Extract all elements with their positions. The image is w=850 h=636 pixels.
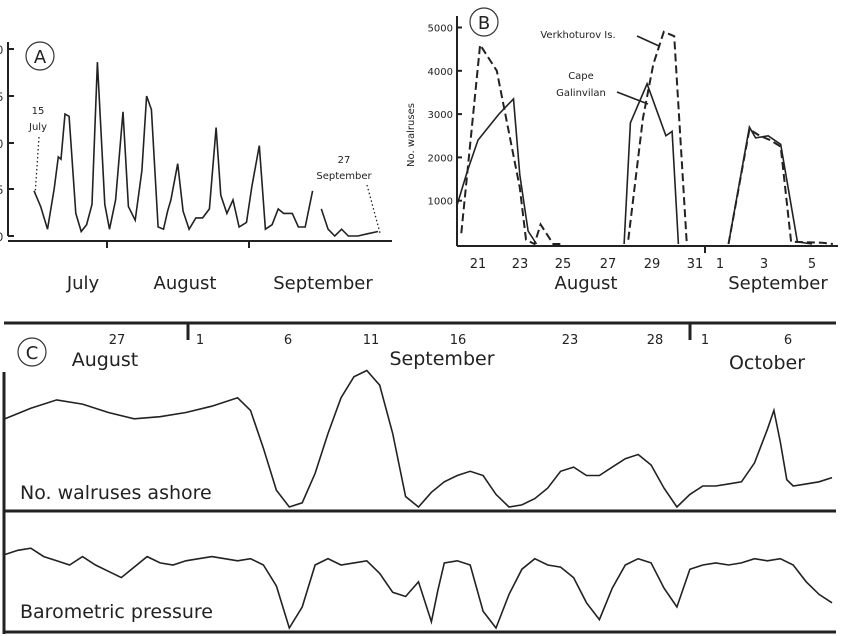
panel-b-month-august: August — [555, 273, 618, 294]
panel-c-month-september: September — [389, 348, 494, 370]
panel-b-series-0-segment-1 — [623, 81, 680, 245]
panel-b-y-tick-label: 2000 — [428, 153, 453, 164]
panel-a-month-september: September — [273, 273, 373, 294]
panel-c-date-tick-label: 6 — [284, 333, 292, 348]
panel-c-date-tick-label: 27 — [109, 333, 126, 348]
panel-c-badge — [17, 337, 47, 367]
panel-b-y-tick-label: 4000 — [428, 67, 453, 78]
panel-b-x-tick-label: 5 — [808, 257, 816, 272]
panel-b-x-tick-label: 27 — [600, 257, 617, 272]
panel-a-y-tick-label: 0 — [0, 43, 3, 57]
label-cape: Cape — [568, 71, 594, 82]
panel-a-y-tick-label: 0 — [0, 137, 3, 151]
panel-b-x-tick-label: 23 — [512, 257, 529, 272]
panel-b-x-tick-label: 3 — [760, 257, 768, 272]
panel-b-series-1-segment-0 — [460, 41, 562, 246]
panel-c-date-tick-label: 1 — [196, 333, 204, 348]
panel-c-date-tick-label: 11 — [363, 333, 380, 348]
panel-b-month-september: September — [728, 273, 828, 294]
series-label-pressure: Barometric pressure — [20, 601, 213, 623]
panel-b-y-tick-label: 3000 — [428, 110, 453, 121]
panel-b-x-tick-label: 31 — [687, 257, 704, 272]
panel-b-series-0-segment-2 — [727, 124, 813, 245]
pointer-verkhoturov — [636, 35, 660, 47]
annotation-27-september-pointer — [366, 184, 381, 234]
panel-a-badge — [25, 41, 55, 71]
panel-c: 27 1 6 11 16 23 28 1 6 August September October … — [2, 321, 836, 634]
panel-c-series-1 — [4, 547, 833, 630]
label-galinvilan: Galinvilan — [556, 88, 606, 99]
panel-b-y-tick-label: 1000 — [428, 197, 453, 208]
panel-b-series-1-segment-2 — [727, 127, 834, 245]
panel-a-y-tick-label: 5 — [0, 183, 3, 197]
label-verkhoturov: Verkhoturov Is. — [540, 30, 615, 41]
panel-c-month-august: August — [72, 349, 139, 371]
annotation-27: 27 — [338, 155, 351, 166]
panel-b-x-tick-label: 21 — [470, 257, 487, 272]
panel-c-month-october: October — [729, 352, 805, 374]
panel-c-date-tick-label: 16 — [450, 333, 467, 348]
panel-b: 1000 2000 3000 4000 5000 21 23 25 27 29 31 1 3 5 No.… — [406, 7, 838, 294]
panel-c-date-tick-label: 1 — [701, 333, 709, 348]
panel-b-badge — [469, 7, 499, 37]
panel-a-y-tick-label: 0 — [0, 230, 3, 244]
annotation-15-july-pointer — [34, 136, 40, 197]
panel-b-x-tick-label: 29 — [644, 257, 661, 272]
annotation-september: September — [316, 171, 372, 182]
panel-b-letter: B — [478, 13, 490, 34]
panel-b-y-label: No. walruses — [406, 103, 417, 167]
panel-a-y-tick-label: 5 — [0, 90, 3, 104]
pointer-cape-galinvilan — [616, 91, 649, 105]
panel-c-letter: C — [26, 343, 39, 364]
panel-b-series-0-segment-0 — [456, 97, 538, 245]
series-label-walruses: No. walruses ashore — [20, 482, 212, 504]
panel-c-series-0 — [4, 369, 833, 509]
annotation-july: July — [28, 122, 47, 133]
panel-c-date-tick-label: 23 — [562, 333, 579, 348]
panel-b-series-1-segment-1 — [627, 30, 688, 245]
panel-a: 0 5 0 5 0 A 15 July 27 September July August… — [0, 41, 392, 294]
panel-b-x-tick-label: 25 — [555, 257, 572, 272]
panel-b-x-tick-label: 1 — [716, 257, 724, 272]
panel-a-series-1 — [320, 208, 379, 238]
panel-a-letter: A — [34, 47, 47, 68]
panel-a-month-july: July — [66, 273, 100, 294]
panel-a-month-august: August — [154, 273, 217, 294]
annotation-15: 15 — [32, 106, 45, 117]
panel-c-date-tick-label: 6 — [784, 333, 792, 348]
panel-a-series-0 — [33, 62, 314, 234]
panel-c-date-tick-label: 28 — [647, 333, 664, 348]
panel-b-y-tick-label: 5000 — [428, 24, 453, 35]
